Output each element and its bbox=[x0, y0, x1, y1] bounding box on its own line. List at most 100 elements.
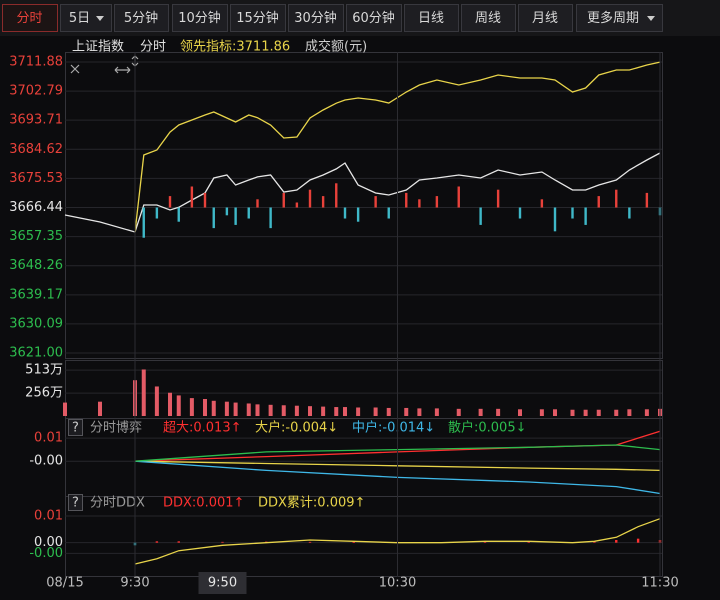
volume-bar bbox=[189, 398, 194, 416]
volume-bar bbox=[596, 409, 601, 416]
bar bbox=[234, 207, 237, 225]
bar bbox=[155, 541, 159, 543]
tab-label[interactable]: 15分钟 bbox=[236, 10, 279, 26]
legend-entry: DDX:0.001↑ bbox=[163, 496, 244, 511]
y-tick-label: 3657.35 bbox=[9, 229, 63, 244]
bar bbox=[335, 183, 338, 208]
tab[interactable] bbox=[404, 4, 459, 32]
bar bbox=[527, 541, 530, 543]
chart-title: 分时DDX bbox=[90, 496, 145, 511]
line bbox=[134, 518, 661, 565]
tab-label[interactable]: 10分钟 bbox=[178, 10, 221, 26]
bar bbox=[479, 207, 482, 225]
cursor-label-bg bbox=[198, 572, 247, 594]
volume-bar bbox=[627, 409, 632, 416]
volume-bar bbox=[570, 409, 575, 416]
tab[interactable] bbox=[60, 4, 112, 32]
volume-bar bbox=[583, 409, 588, 416]
bar bbox=[636, 538, 640, 543]
bar bbox=[356, 207, 360, 222]
bar bbox=[418, 199, 421, 208]
bar bbox=[628, 207, 631, 219]
bar bbox=[615, 540, 618, 543]
volume-bar bbox=[294, 405, 299, 416]
volume-bar bbox=[281, 405, 286, 416]
tab-label[interactable]: 30分钟 bbox=[294, 10, 337, 26]
legend-entry: 大户:-0.004↓ bbox=[255, 420, 338, 436]
dropdown-arrow bbox=[96, 16, 104, 21]
tab[interactable] bbox=[576, 4, 663, 32]
main-frame bbox=[65, 52, 663, 359]
volume-bar bbox=[176, 395, 181, 416]
volume-bar bbox=[63, 402, 67, 416]
legend-entry: 超大:0.013↑ bbox=[163, 421, 242, 436]
bar bbox=[247, 207, 250, 219]
tab-label[interactable]: 更多周期 bbox=[587, 10, 639, 26]
y-tick-label: 3702.79 bbox=[9, 84, 63, 99]
line bbox=[134, 460, 661, 472]
volume-bar bbox=[211, 400, 216, 416]
volume-bar bbox=[268, 404, 273, 416]
y-tick-label: 3639.17 bbox=[9, 287, 63, 302]
volume-bar bbox=[434, 408, 439, 416]
y-tick-label: 256万 bbox=[25, 386, 63, 401]
panel-frames bbox=[65, 52, 663, 577]
y-tick-label: 3648.26 bbox=[9, 258, 63, 273]
tab[interactable] bbox=[2, 4, 58, 32]
tab[interactable] bbox=[172, 4, 228, 32]
bar bbox=[269, 207, 272, 229]
bar bbox=[321, 196, 325, 208]
volume-bar bbox=[539, 409, 544, 416]
line bbox=[64, 152, 661, 233]
bar bbox=[553, 207, 557, 232]
tab[interactable] bbox=[230, 4, 286, 32]
bar bbox=[374, 196, 377, 208]
tab[interactable] bbox=[346, 4, 402, 32]
bar bbox=[343, 207, 347, 219]
chart-subtitle: 分时 bbox=[140, 40, 166, 55]
y-tick-label: 0.01 bbox=[34, 431, 63, 446]
x-tick-label: 10:30 bbox=[379, 576, 416, 591]
x-tick-label: 08/15 bbox=[46, 576, 83, 591]
bar bbox=[645, 192, 649, 208]
volume-bar bbox=[478, 408, 483, 416]
bar bbox=[584, 207, 587, 225]
tab[interactable] bbox=[114, 4, 169, 32]
bar bbox=[308, 189, 312, 208]
bar bbox=[597, 196, 600, 208]
y-tick-label: 3693.71 bbox=[9, 113, 63, 128]
volume-bar bbox=[98, 401, 102, 416]
tab[interactable] bbox=[288, 4, 344, 32]
line bbox=[134, 460, 661, 495]
volume-bar bbox=[644, 409, 649, 416]
tab-label[interactable]: 60分钟 bbox=[352, 10, 395, 26]
bar bbox=[308, 541, 312, 543]
bar bbox=[155, 207, 159, 219]
tab-label[interactable]: 月线 bbox=[532, 11, 558, 26]
tab-label[interactable]: 5分钟 bbox=[124, 10, 158, 26]
x-tick-label: 9:30 bbox=[120, 576, 149, 591]
volume-bar bbox=[224, 401, 229, 416]
y-tick-label: 3675.53 bbox=[9, 171, 63, 186]
close-icon[interactable] bbox=[70, 64, 80, 74]
volume-bar bbox=[417, 408, 422, 416]
y-tick-label: 3684.62 bbox=[9, 142, 63, 157]
y-tick-label: 0.01 bbox=[34, 509, 63, 524]
bar bbox=[571, 207, 574, 219]
tab[interactable] bbox=[518, 4, 573, 32]
bar bbox=[212, 207, 215, 229]
tab[interactable] bbox=[461, 4, 516, 32]
help-icon[interactable]: ? bbox=[72, 496, 79, 511]
line bbox=[134, 444, 661, 462]
tab-label[interactable]: 日线 bbox=[418, 11, 444, 26]
bar bbox=[256, 199, 259, 208]
tab-label[interactable]: 5日 bbox=[69, 11, 90, 26]
volume-bar bbox=[308, 406, 312, 416]
help-icon[interactable]: ? bbox=[72, 421, 79, 436]
chart-layer: 分时 5日 5分钟 10分钟 15分钟 30分钟 60分钟 日线 周线 月线 更多周期 3711.88… bbox=[2, 4, 679, 594]
tab-label[interactable]: 分时 bbox=[16, 11, 42, 26]
bar bbox=[352, 542, 355, 543]
y-tick-label: 3711.88 bbox=[9, 55, 63, 70]
expand-icon[interactable] bbox=[114, 66, 131, 74]
tab-label[interactable]: 周线 bbox=[475, 11, 501, 26]
